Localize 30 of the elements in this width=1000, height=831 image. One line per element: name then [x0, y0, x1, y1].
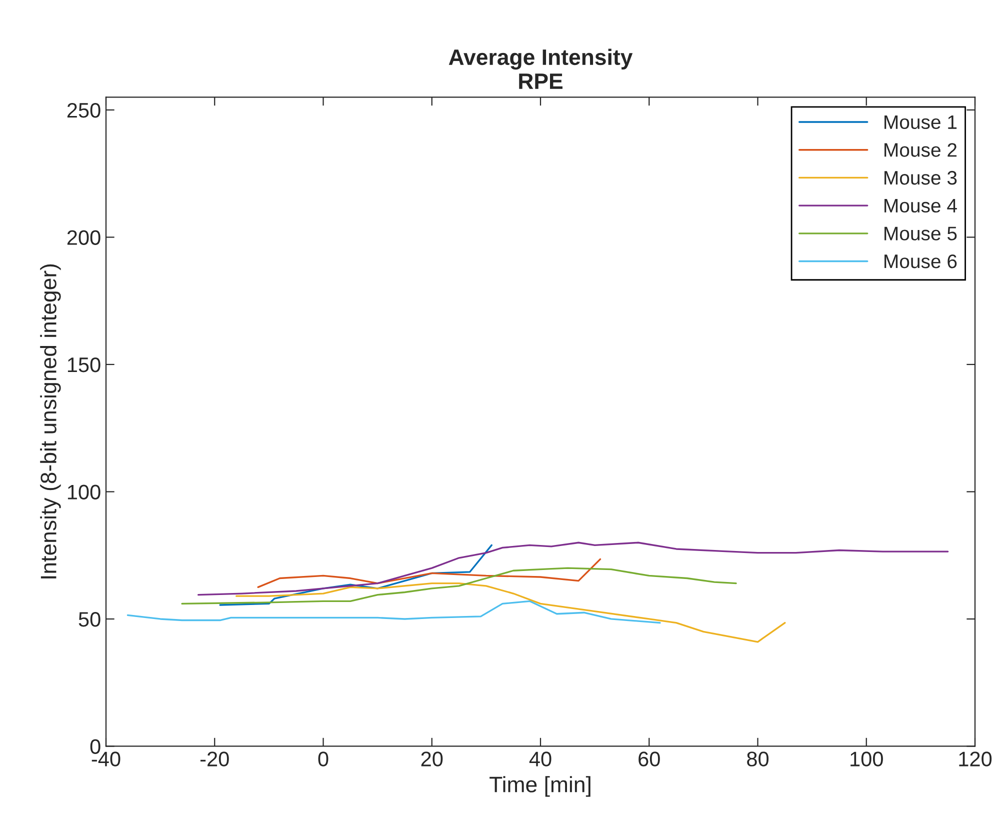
line-series: [236, 582, 786, 643]
legend-label: Mouse 1: [884, 115, 957, 130]
y-tick-label: 50: [78, 612, 100, 627]
legend-label: Mouse 6: [884, 254, 957, 268]
line-series: [126, 600, 661, 624]
y-tick-label: 100: [68, 484, 100, 500]
x-tick-label: 100: [850, 752, 883, 766]
x-tick-label: 120: [959, 752, 992, 766]
x-tick-label: 20: [421, 752, 443, 766]
y-tick-label: 200: [67, 230, 100, 245]
x-tick-label: 60: [638, 752, 660, 766]
x-tick-label: 0: [318, 752, 328, 766]
line-series: [257, 558, 602, 588]
x-tick-label: -20: [200, 752, 229, 766]
line-series: [219, 544, 492, 606]
legend-label: Mouse 5: [884, 226, 957, 240]
legend-label: Mouse 3: [884, 170, 957, 185]
line-series: [181, 567, 737, 605]
x-tick-label: -40: [92, 752, 120, 766]
line-series: [197, 542, 949, 596]
y-axis-title: Intensity (8-bit unsigned integer): [40, 264, 61, 578]
chart-title: Average Intensity RPE: [448, 48, 633, 89]
x-tick-label: 40: [529, 752, 552, 766]
y-tick-label: 0: [90, 739, 100, 754]
legend-label: Mouse 4: [884, 198, 957, 213]
x-axis-title: Time [min]: [490, 776, 590, 797]
x-tick-label: 80: [747, 752, 769, 766]
legend-label: Mouse 2: [884, 143, 957, 157]
y-tick-label: 150: [68, 357, 100, 372]
y-tick-label: 250: [67, 102, 100, 118]
